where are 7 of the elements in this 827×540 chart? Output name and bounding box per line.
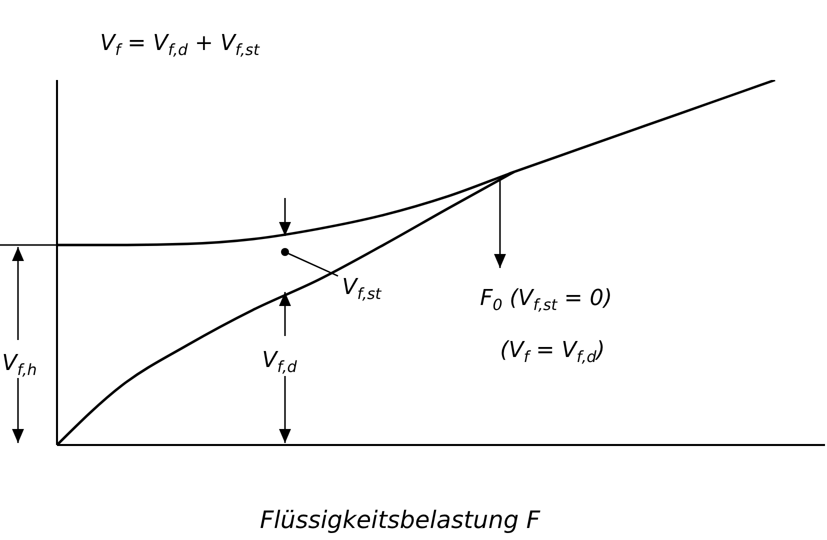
text: V$_{f,h}$	[2, 351, 37, 378]
text: V$_{f}$ = V$_{f,d}$ + V$_{f,st}$	[100, 31, 260, 58]
annotation: V$_{f,st}$	[342, 275, 382, 302]
annotation: V$_{f,d}$	[262, 348, 298, 376]
x-axis-title: Flüssigkeitsbelastung F	[260, 506, 542, 534]
annotation: F$_{0}$ (V$_{f,st}$ = 0)	[480, 286, 612, 314]
annotation: (V$_{f}$ = V$_{f,d}$)	[500, 338, 605, 366]
